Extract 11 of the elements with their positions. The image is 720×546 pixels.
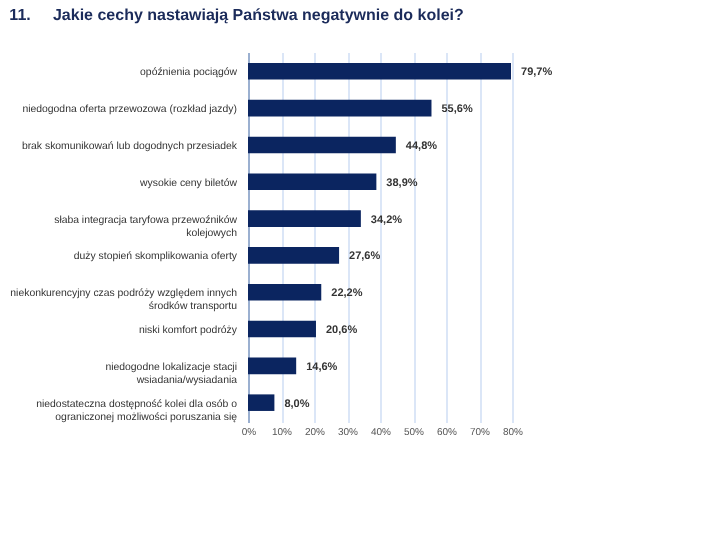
bar [248, 63, 512, 80]
bar [248, 247, 340, 264]
bar [248, 283, 322, 301]
bar [248, 394, 275, 411]
bar [248, 136, 396, 154]
bar [248, 210, 361, 227]
bar [248, 357, 297, 375]
bar [248, 99, 432, 117]
chart-title: 11. Jakie cechy nastawiają Państwa negatywnie do kolei? [9, 6, 465, 24]
bar [248, 173, 377, 191]
bar [248, 320, 316, 338]
